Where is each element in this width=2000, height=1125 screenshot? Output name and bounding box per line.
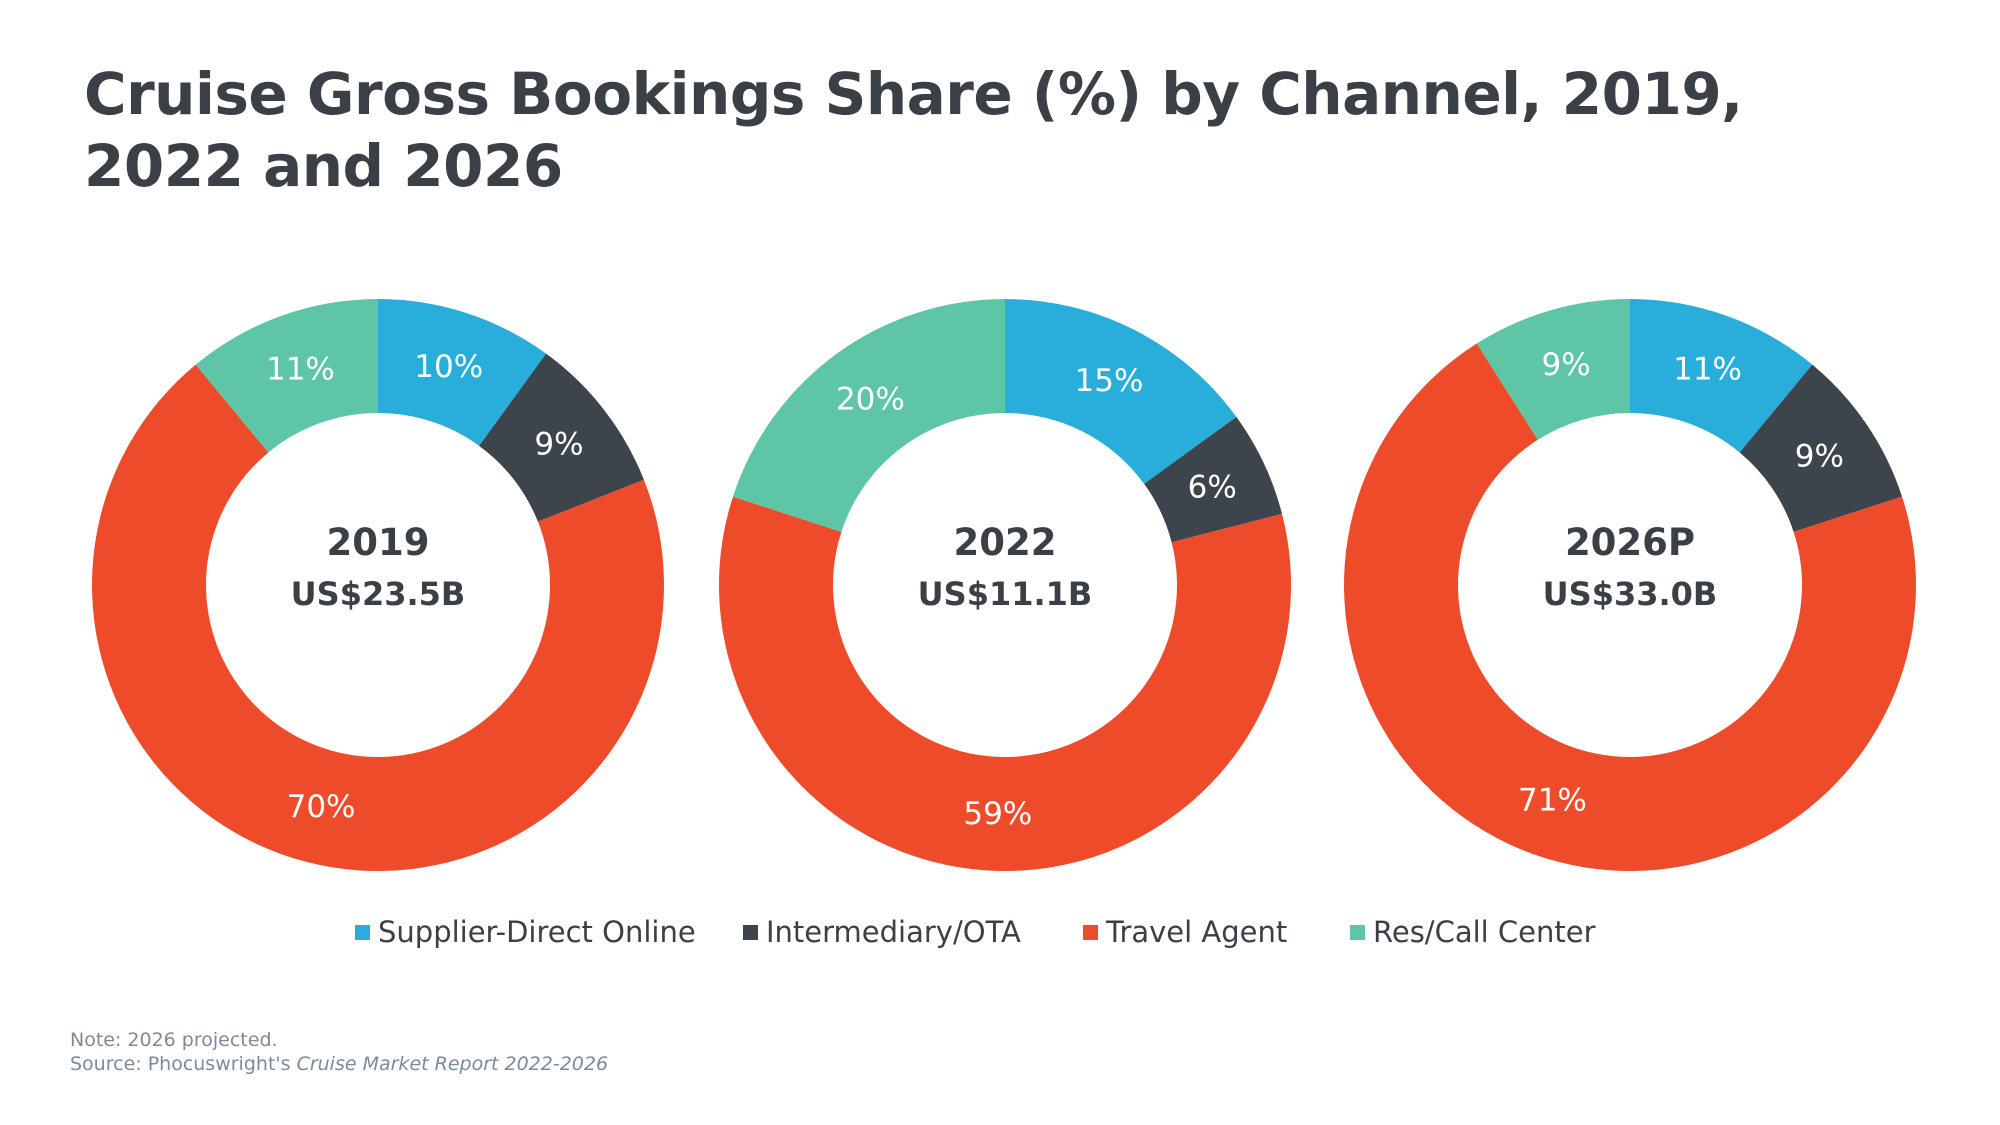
donut-slice-intermediary-ota: [1144, 416, 1283, 543]
legend-label: Res/Call Center: [1373, 915, 1596, 949]
donut-center-year: 2026P: [1565, 521, 1695, 564]
slice-value-label: 15%: [1075, 363, 1144, 399]
donut-slice-supplier-direct-online: [378, 299, 547, 446]
donut-slice-intermediary-ota: [479, 353, 644, 522]
donut-center-value: US$33.0B: [1543, 575, 1718, 613]
slice-value-label: 9%: [1795, 438, 1844, 474]
donut-center-value: US$23.5B: [291, 575, 466, 613]
source-report: Cruise Market Report 2022-2026: [296, 1053, 609, 1075]
note: Note: 2026 projected.: [70, 1029, 278, 1051]
legend-label: Travel Agent: [1106, 915, 1288, 949]
donut-slice-travel-agent: [718, 496, 1291, 871]
donut-slice-supplier-direct-online: [1630, 299, 1813, 453]
slice-value-label: 11%: [1673, 352, 1742, 388]
donut-slice-intermediary-ota: [1739, 364, 1903, 532]
legend-swatch: [743, 924, 758, 940]
donut-slice-supplier-direct-online: [1005, 299, 1237, 484]
donut-slice-travel-agent: [1344, 343, 1916, 871]
donut-center-value: US$11.1B: [918, 575, 1093, 613]
slice-value-label: 6%: [1188, 469, 1237, 505]
source-prefix: Source: Phocuswright's: [70, 1053, 291, 1075]
legend-swatch: [355, 924, 370, 940]
slice-value-label: 10%: [414, 349, 483, 385]
slice-value-label: 9%: [1542, 347, 1591, 383]
legend: Supplier-Direct Online Intermediary/OTA …: [0, 915, 2000, 955]
donut-center-year: 2019: [327, 521, 430, 564]
donut-slice-res-call-center: [732, 299, 1005, 532]
source: Source: Phocuswright's Cruise Market Rep…: [70, 1053, 608, 1075]
slice-value-label: 71%: [1518, 782, 1587, 818]
legend-label: Intermediary/OTA: [766, 915, 1021, 949]
slice-value-label: 11%: [266, 352, 335, 388]
chart-title: Cruise Gross Bookings Share (%) by Chann…: [84, 60, 1743, 200]
legend-swatch: [1350, 924, 1365, 940]
legend-item-intermediary-ota: Intermediary/OTA: [743, 915, 1021, 949]
donut-slice-res-call-center: [195, 299, 378, 453]
legend-label: Supplier-Direct Online: [378, 915, 696, 949]
slice-value-label: 70%: [287, 789, 356, 825]
legend-item-travel-agent: Travel Agent: [1083, 915, 1287, 949]
legend-item-res-call-center: Res/Call Center: [1350, 915, 1596, 949]
donut-slice-res-call-center: [1476, 299, 1630, 440]
donut-center-year: 2022: [954, 521, 1057, 564]
donut-slice-travel-agent: [91, 364, 665, 871]
legend-swatch: [1083, 924, 1098, 940]
slice-value-label: 20%: [836, 382, 905, 418]
slice-value-label: 9%: [534, 427, 583, 463]
legend-item-supplier-direct-online: Supplier-Direct Online: [355, 915, 696, 949]
slice-value-label: 59%: [963, 796, 1032, 832]
